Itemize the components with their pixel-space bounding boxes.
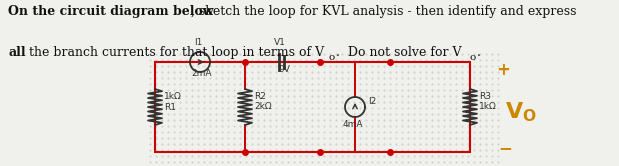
Text: V1: V1 xyxy=(274,38,286,47)
Text: I2: I2 xyxy=(368,97,376,106)
Text: 9V: 9V xyxy=(278,65,290,74)
Text: o: o xyxy=(469,53,475,62)
Text: the branch currents for that loop in terms of V: the branch currents for that loop in ter… xyxy=(25,46,324,59)
Text: R2: R2 xyxy=(254,92,266,101)
Text: o: o xyxy=(329,53,335,62)
Text: On the circuit diagram below: On the circuit diagram below xyxy=(8,5,214,18)
Text: 2mA: 2mA xyxy=(191,69,212,78)
Text: R1: R1 xyxy=(164,103,176,112)
Text: 1kΩ: 1kΩ xyxy=(164,92,182,101)
Text: I1: I1 xyxy=(194,38,202,47)
Text: +: + xyxy=(496,61,510,79)
Text: , sketch the loop for KVL analysis - then identify and express: , sketch the loop for KVL analysis - the… xyxy=(191,5,576,18)
Text: .: . xyxy=(477,46,480,59)
Text: $\mathbf{V_O}$: $\mathbf{V_O}$ xyxy=(505,100,537,124)
Text: .  Do not solve for V: . Do not solve for V xyxy=(336,46,462,59)
Text: R3: R3 xyxy=(479,92,491,101)
Text: 1kΩ: 1kΩ xyxy=(479,102,497,111)
Text: all: all xyxy=(8,46,25,59)
Text: −: − xyxy=(498,139,512,157)
Text: 2kΩ: 2kΩ xyxy=(254,102,272,111)
Text: 4mA: 4mA xyxy=(343,120,363,129)
